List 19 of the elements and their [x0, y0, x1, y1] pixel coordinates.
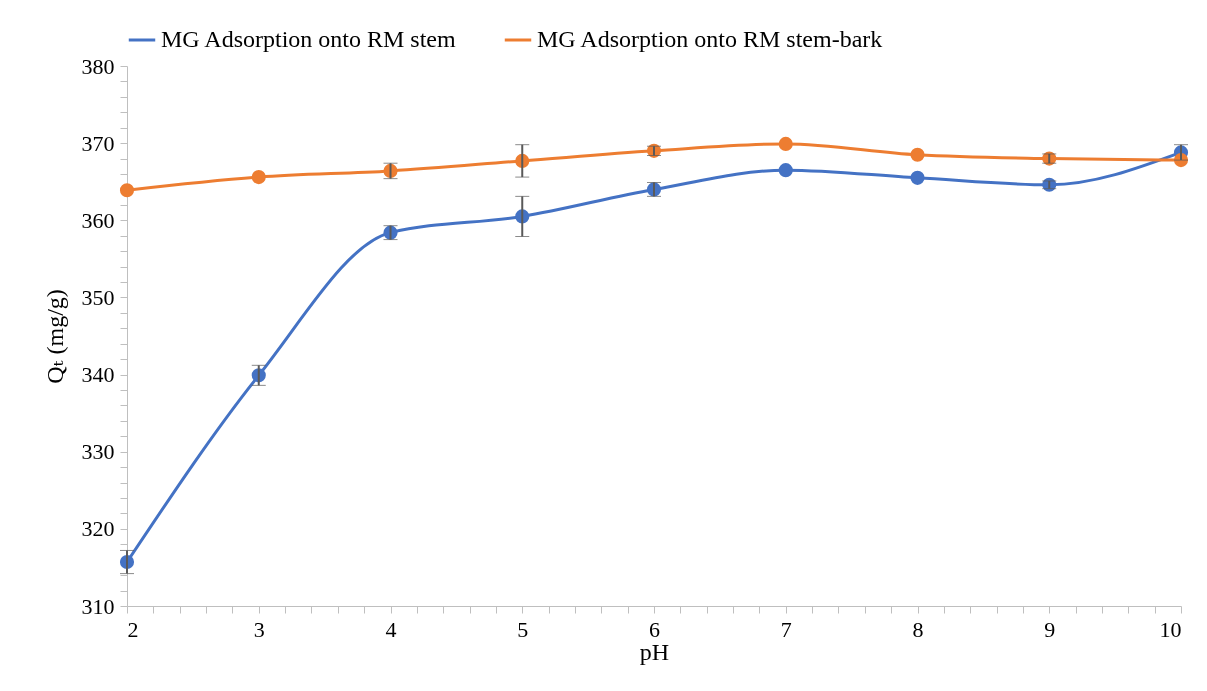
y-tick-label: 350: [81, 284, 115, 310]
y-tick-label: 380: [81, 53, 115, 79]
y-tick-label: 330: [81, 439, 115, 465]
x-tick-label: 4: [385, 616, 397, 642]
y-axis-title: Qₜ (mg/g): [41, 289, 68, 384]
x-tick-label: 5: [517, 616, 529, 642]
x-tick-label: 2: [127, 616, 139, 642]
legend-label: MG Adsorption onto RM stem-bark: [537, 26, 883, 52]
x-tick-label: 8: [912, 616, 924, 642]
x-tick-label: 3: [253, 616, 265, 642]
y-tick-label: 370: [81, 130, 115, 156]
x-tick-label: 10: [1159, 616, 1182, 642]
y-tick-label: 360: [81, 207, 115, 233]
y-tick-label: 340: [81, 362, 115, 388]
x-tick-label: 7: [780, 616, 792, 642]
y-tick-label: 310: [81, 593, 115, 619]
y-tick-label: 320: [81, 516, 115, 542]
legend-label: MG Adsorption onto RM stem: [161, 26, 457, 52]
x-tick-label: 9: [1044, 616, 1056, 642]
